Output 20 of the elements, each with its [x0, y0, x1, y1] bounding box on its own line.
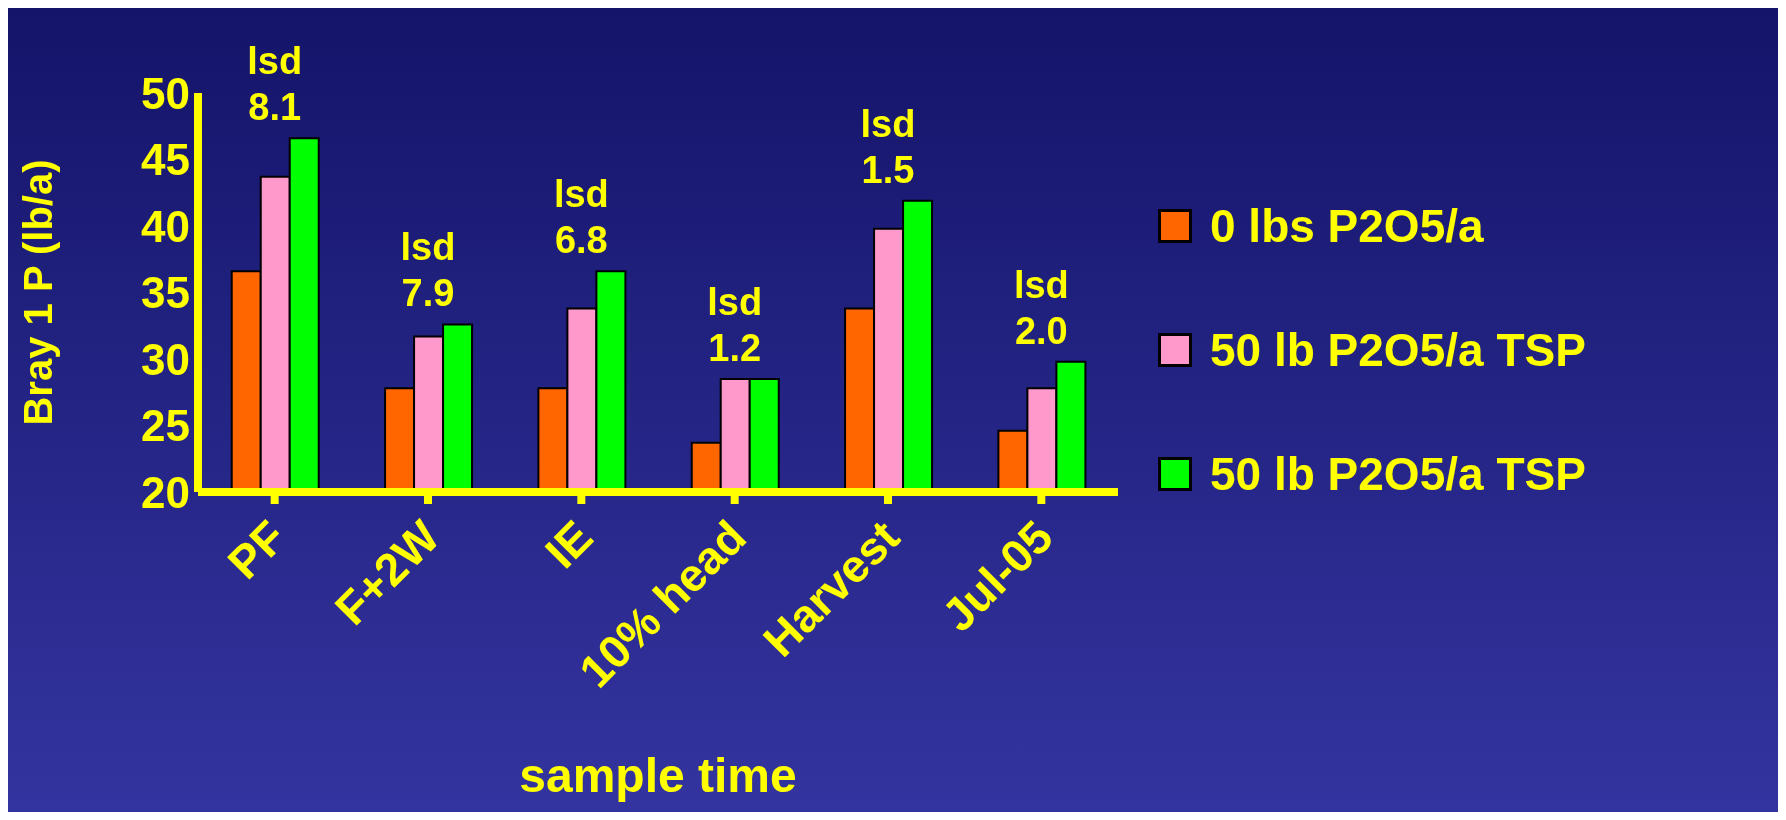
y-tick-label: 45: [141, 135, 190, 185]
y-tick-label: 20: [141, 467, 190, 517]
y-tick-label: 50: [141, 68, 190, 118]
legend-label: 50 lb P2O5/a TSP: [1210, 447, 1586, 501]
x-tick-label: IE: [535, 510, 603, 578]
annotation: lsd 8.1: [247, 40, 303, 129]
y-tick-label: 40: [141, 201, 190, 251]
annotation: lsd 6.8: [553, 173, 609, 262]
y-axis-title: Bray 1 P (lb/a): [16, 159, 61, 426]
legend-label: 50 lb P2O5/a TSP: [1210, 323, 1586, 377]
annotation: lsd 1.2: [707, 280, 763, 369]
annotation: lsd 1.5: [860, 102, 916, 191]
annotation: lsd 7.9: [400, 226, 456, 315]
legend-label: 0 lbs P2O5/a: [1210, 199, 1484, 253]
x-axis-title: sample time: [519, 749, 797, 802]
y-tick-label: 35: [141, 268, 190, 318]
x-tick-label: PF: [217, 510, 296, 589]
y-tick-label: 25: [141, 401, 190, 451]
y-tick-label: 30: [141, 334, 190, 384]
annotation: lsd 2.0: [1013, 263, 1069, 352]
